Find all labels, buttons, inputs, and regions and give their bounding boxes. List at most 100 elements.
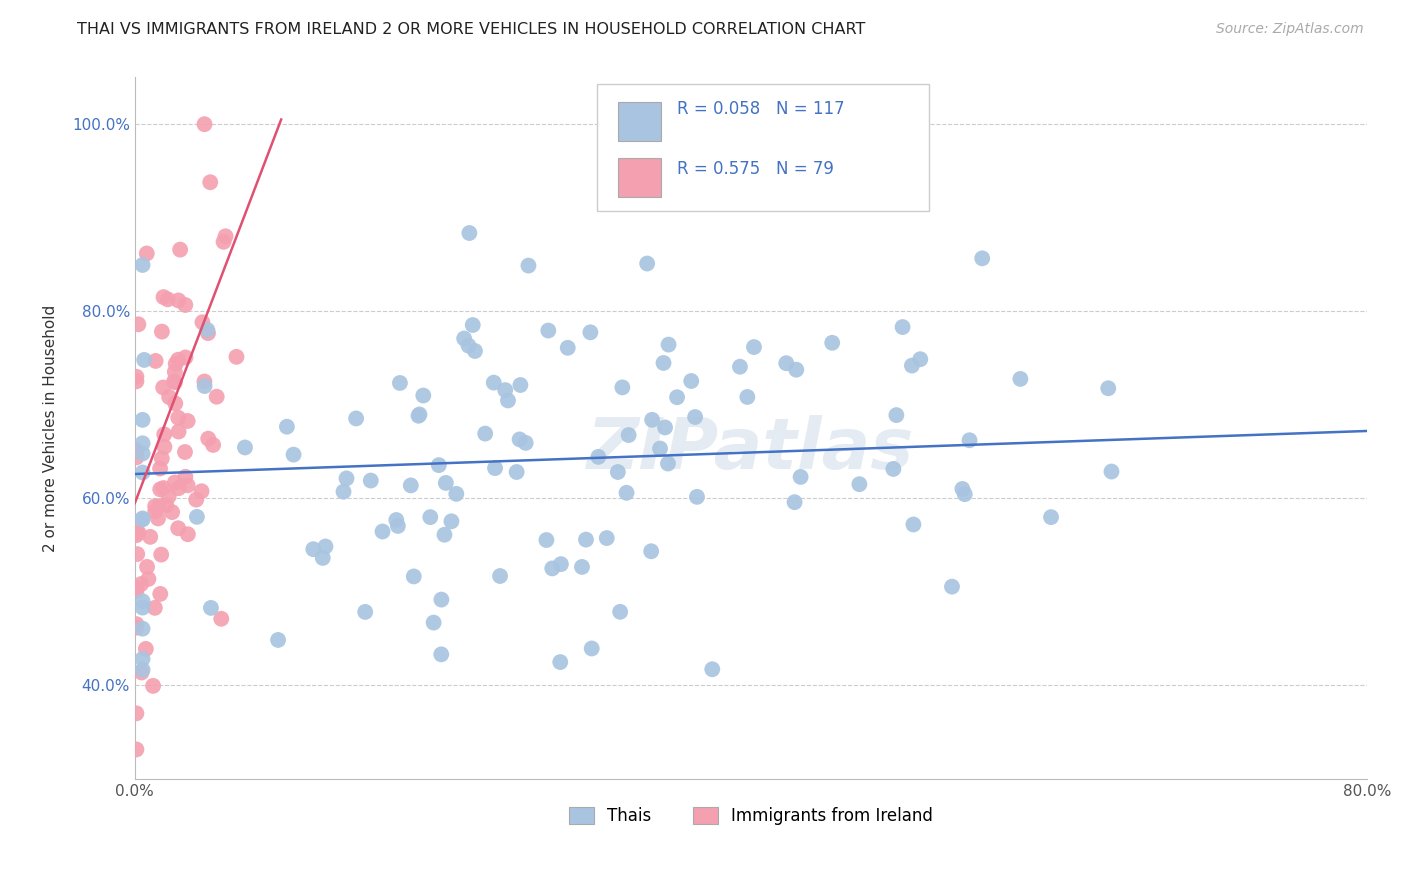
Point xyxy=(371,524,394,539)
Point xyxy=(302,542,325,557)
Point xyxy=(550,557,572,571)
Point xyxy=(360,474,382,488)
Point xyxy=(125,524,148,539)
Point xyxy=(177,527,200,541)
Point xyxy=(205,390,228,404)
Point xyxy=(596,531,619,545)
Point xyxy=(419,510,441,524)
Point xyxy=(579,326,602,340)
Point xyxy=(910,352,932,367)
Point xyxy=(157,489,180,503)
Point xyxy=(464,343,486,358)
Point xyxy=(387,519,409,533)
Point xyxy=(160,505,183,519)
Point xyxy=(461,318,484,332)
Point xyxy=(157,390,180,404)
Point xyxy=(212,235,235,249)
Point xyxy=(606,465,628,479)
Point xyxy=(125,581,148,595)
Point xyxy=(125,621,148,635)
Point xyxy=(142,679,165,693)
Point xyxy=(155,498,177,512)
Point xyxy=(152,481,174,495)
Point xyxy=(146,511,169,525)
Point xyxy=(125,369,148,384)
FancyBboxPatch shape xyxy=(617,158,661,197)
Point xyxy=(1097,381,1119,395)
Point xyxy=(496,393,519,408)
Point xyxy=(163,375,186,389)
Text: THAI VS IMMIGRANTS FROM IRELAND 2 OR MORE VEHICLES IN HOUSEHOLD CORRELATION CHAR: THAI VS IMMIGRANTS FROM IRELAND 2 OR MOR… xyxy=(77,22,866,37)
Point xyxy=(484,461,506,475)
Text: Source: ZipAtlas.com: Source: ZipAtlas.com xyxy=(1216,22,1364,37)
Point xyxy=(742,340,765,354)
Point xyxy=(149,483,172,497)
Point xyxy=(131,413,153,427)
Point xyxy=(143,600,166,615)
Point xyxy=(312,550,335,565)
Point xyxy=(903,517,925,532)
Point xyxy=(789,470,811,484)
Point xyxy=(143,504,166,518)
Point xyxy=(434,475,457,490)
Point xyxy=(150,325,173,339)
Point xyxy=(891,320,914,334)
Point xyxy=(276,419,298,434)
Point xyxy=(728,359,751,374)
Point xyxy=(385,513,408,527)
Point xyxy=(186,509,208,524)
Point xyxy=(402,569,425,583)
Point xyxy=(267,632,290,647)
Point xyxy=(139,530,162,544)
Point xyxy=(666,390,689,404)
Point xyxy=(197,326,219,340)
Point xyxy=(581,641,603,656)
Point xyxy=(505,465,527,479)
Point xyxy=(200,600,222,615)
Point xyxy=(536,533,558,547)
Point xyxy=(314,540,336,554)
Point xyxy=(167,293,190,308)
Point xyxy=(1010,372,1032,386)
Point xyxy=(344,411,367,425)
Point xyxy=(332,484,354,499)
Point xyxy=(202,438,225,452)
Text: R = 0.575   N = 79: R = 0.575 N = 79 xyxy=(676,160,834,178)
Point xyxy=(575,533,598,547)
Point xyxy=(489,569,512,583)
Point xyxy=(136,560,159,574)
Point xyxy=(129,577,152,591)
Point xyxy=(193,117,215,131)
Point xyxy=(882,462,904,476)
Point xyxy=(1101,465,1123,479)
Point xyxy=(430,648,453,662)
Point xyxy=(515,435,537,450)
Point xyxy=(193,375,215,389)
Point xyxy=(125,450,148,465)
Point xyxy=(681,374,703,388)
Point xyxy=(125,374,148,388)
Point xyxy=(214,229,236,244)
Point xyxy=(145,354,167,368)
Point xyxy=(176,414,198,428)
Point xyxy=(440,514,463,528)
Point xyxy=(163,365,186,379)
Point xyxy=(571,560,593,574)
Point xyxy=(399,478,422,492)
Point xyxy=(131,511,153,525)
Point xyxy=(152,290,174,304)
Point xyxy=(335,471,357,485)
Point xyxy=(131,466,153,480)
Point xyxy=(176,478,198,492)
Point xyxy=(557,341,579,355)
Point xyxy=(408,408,430,422)
Point xyxy=(775,356,797,370)
Point xyxy=(134,353,156,368)
Point xyxy=(641,413,664,427)
Point xyxy=(408,409,430,423)
Point xyxy=(941,580,963,594)
Point xyxy=(125,443,148,458)
Point xyxy=(509,433,531,447)
Point xyxy=(148,500,170,514)
Point xyxy=(143,499,166,513)
